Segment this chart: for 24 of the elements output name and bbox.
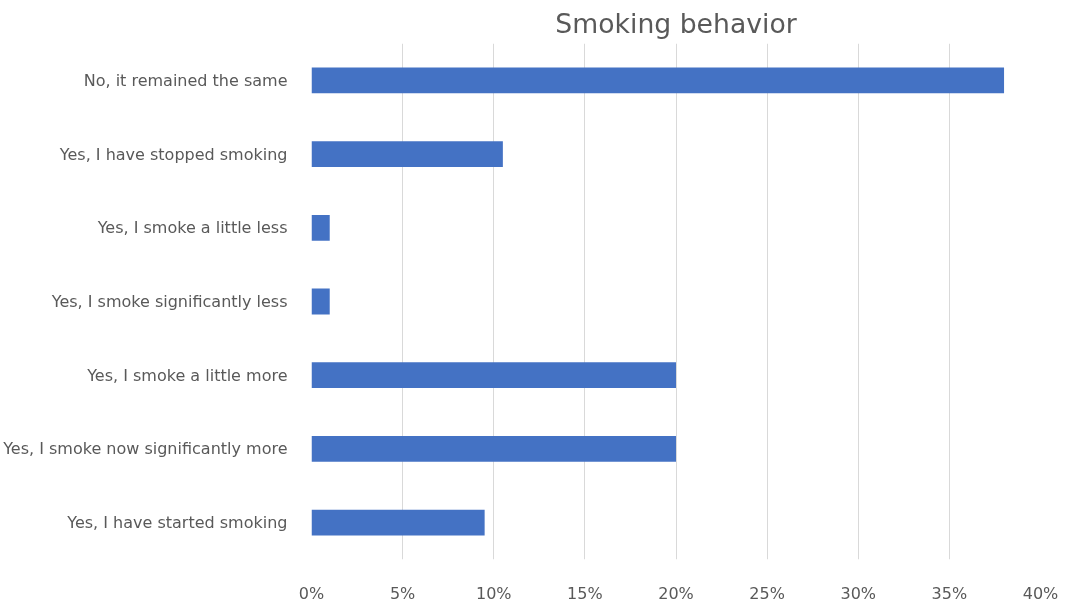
- y-tick-label: Yes, I smoke a little less: [96, 218, 288, 238]
- x-tick-label: 5%: [389, 583, 416, 603]
- y-tick-label: No, it remained the same: [83, 70, 288, 90]
- x-tick-label: 35%: [931, 583, 968, 603]
- bar: [311, 509, 485, 536]
- bar: [311, 436, 676, 462]
- x-tick-label: 10%: [475, 583, 512, 603]
- x-tick-label: 25%: [749, 583, 785, 603]
- y-tick-label: Yes, I smoke significantly less: [50, 292, 288, 311]
- y-tick-label: Yes, I smoke a little more: [86, 365, 288, 385]
- y-tick-label: Yes, I have started smoking: [66, 513, 288, 533]
- bar: [311, 362, 676, 389]
- x-tick-label: 40%: [1022, 583, 1059, 603]
- x-tick-label: 15%: [567, 583, 603, 603]
- bar: [311, 67, 1005, 94]
- bar: [311, 141, 503, 167]
- x-tick-label: 0%: [298, 583, 325, 603]
- bar: [311, 288, 330, 315]
- bar: [311, 214, 330, 241]
- y-tick-label: Yes, I smoke now significantly more: [2, 439, 288, 459]
- chart-title: Smoking behavior: [555, 7, 797, 39]
- x-tick-label: 30%: [840, 583, 877, 603]
- x-tick-label: 20%: [658, 583, 694, 603]
- y-tick-label: Yes, I have stopped smoking: [58, 144, 288, 164]
